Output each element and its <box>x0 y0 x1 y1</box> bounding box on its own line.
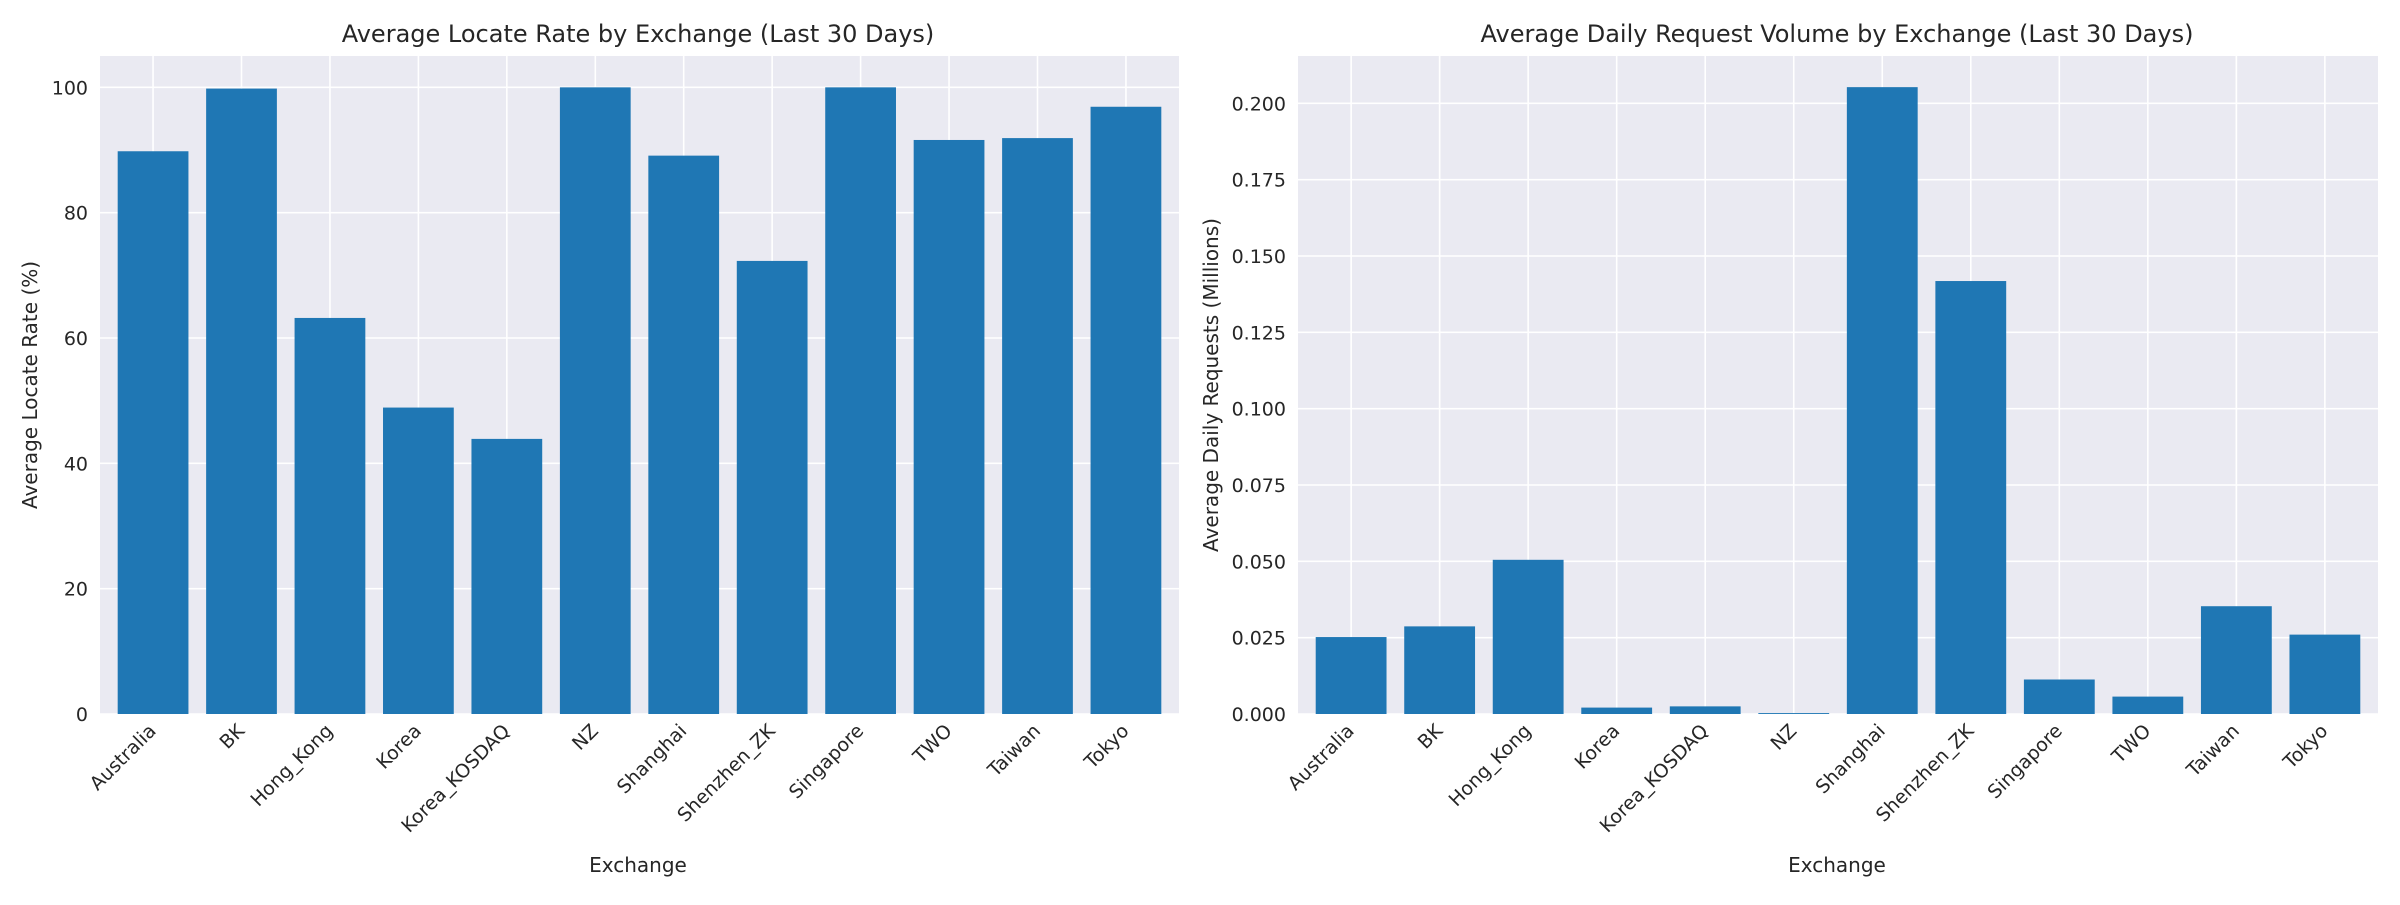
request-volume-x-tick-label: NZ <box>1766 720 1801 755</box>
locate-rate-x-tick-label: Taiwan <box>983 720 1045 782</box>
locate-rate-chart-title: Average Locate Rate by Exchange (Last 30… <box>342 20 935 48</box>
request-volume-x-tick-label: TWO <box>2107 720 2155 768</box>
locate-rate-y-tick-label: 40 <box>64 453 88 475</box>
locate-rate-y-tick-label: 80 <box>64 203 88 225</box>
request-volume-chart-title: Average Daily Request Volume by Exchange… <box>1481 20 2194 48</box>
locate-rate-bar-nz <box>559 87 631 715</box>
request-volume-bar-korea-kosdaq <box>1669 706 1741 714</box>
locate-rate-bar-korea <box>383 407 454 714</box>
locate-rate-bar-singapore <box>825 87 896 715</box>
locate-rate-chart: Average Locate Rate by Exchange (Last 30… <box>18 20 1179 877</box>
locate-rate-bar-hong-kong <box>294 317 366 714</box>
locate-rate-y-ticks: 0 20 40 60 80 100 <box>52 77 88 726</box>
request-volume-bar-hong-kong <box>1492 559 1564 714</box>
locate-rate-bar-taiwan <box>1002 138 1073 715</box>
request-volume-y-tick-label: 0.200 <box>1232 93 1286 115</box>
request-volume-x-tick-label: Australia <box>1284 720 1359 795</box>
locate-rate-bar-two <box>913 139 985 714</box>
request-volume-x-tick-label: Korea <box>1571 720 1625 774</box>
request-volume-y-axis-label: Average Daily Requests (Millions) <box>1199 218 1223 552</box>
request-volume-bar-two <box>2112 696 2184 714</box>
request-volume-x-tick-label: Tokyo <box>2279 720 2333 774</box>
locate-rate-bars <box>117 87 1162 715</box>
request-volume-y-tick-label: 0.175 <box>1232 170 1286 192</box>
request-volume-bar-taiwan <box>2200 606 2272 714</box>
locate-rate-y-tick-label: 20 <box>64 579 88 601</box>
locate-rate-x-tick-label: TWO <box>908 720 956 768</box>
locate-rate-x-tick-label: Korea <box>372 720 426 774</box>
request-volume-x-tick-label: Singapore <box>1984 720 2067 803</box>
locate-rate-y-tick-label: 100 <box>52 77 88 99</box>
request-volume-y-tick-label: 0.150 <box>1232 246 1286 268</box>
locate-rate-bar-korea-kosdaq <box>471 438 543 714</box>
request-volume-plot-area <box>1298 56 2378 714</box>
request-volume-bar-nz <box>1758 713 1830 714</box>
locate-rate-bar-shenzhen-zk <box>736 260 808 714</box>
request-volume-x-tick-label: Shanghai <box>1811 720 1889 798</box>
request-volume-x-tick-label: BK <box>1414 720 1448 754</box>
locate-rate-bar-shanghai <box>648 155 720 714</box>
locate-rate-x-tick-label: BK <box>215 720 249 754</box>
locate-rate-bar-tokyo <box>1090 106 1162 714</box>
locate-rate-x-tick-label: Tokyo <box>1080 720 1134 774</box>
locate-rate-y-tick-label: 0 <box>76 704 88 726</box>
request-volume-y-tick-label: 0.125 <box>1232 322 1286 344</box>
locate-rate-x-tick-label: NZ <box>568 720 603 755</box>
request-volume-x-tick-label: Hong_Kong <box>1445 720 1536 811</box>
request-volume-bar-shenzhen-zk <box>1935 281 2007 714</box>
request-volume-x-tick-label: Taiwan <box>2182 720 2244 782</box>
locate-rate-x-axis-label: Exchange <box>589 853 687 877</box>
request-volume-bar-bk <box>1404 626 1476 714</box>
request-volume-bars <box>1315 87 2361 715</box>
request-volume-bar-korea <box>1581 707 1653 714</box>
locate-rate-bar-bk <box>206 88 277 714</box>
request-volume-y-tick-label: 0.000 <box>1232 704 1286 726</box>
locate-rate-x-tick-label: Hong_Kong <box>246 720 337 811</box>
request-volume-bar-tokyo <box>2289 634 2361 714</box>
locate-rate-plot-area <box>100 56 1179 714</box>
request-volume-y-tick-label: 0.100 <box>1232 399 1286 421</box>
request-volume-bar-shanghai <box>1846 87 1918 715</box>
request-volume-bar-singapore <box>2023 679 2095 714</box>
locate-rate-x-tick-label: Shanghai <box>613 720 691 798</box>
request-volume-gridlines <box>1298 56 2378 715</box>
request-volume-y-tick-label: 0.025 <box>1232 628 1286 650</box>
request-volume-x-axis-label: Exchange <box>1788 853 1886 877</box>
request-volume-y-tick-label: 0.050 <box>1232 551 1286 573</box>
request-volume-y-ticks: 0.000 0.025 0.050 0.075 0.100 0.125 0.150 0.175… <box>1232 93 1286 726</box>
request-volume-y-tick-label: 0.075 <box>1232 475 1286 497</box>
request-volume-chart: Average Daily Request Volume by Exchange… <box>1199 20 2378 877</box>
locate-rate-x-tick-label: Singapore <box>785 720 868 803</box>
locate-rate-bar-australia <box>117 151 189 715</box>
locate-rate-x-tick-label: Australia <box>86 720 161 795</box>
locate-rate-y-tick-label: 60 <box>64 328 88 350</box>
request-volume-bar-australia <box>1315 637 1387 714</box>
locate-rate-y-axis-label: Average Locate Rate (%) <box>18 261 42 509</box>
